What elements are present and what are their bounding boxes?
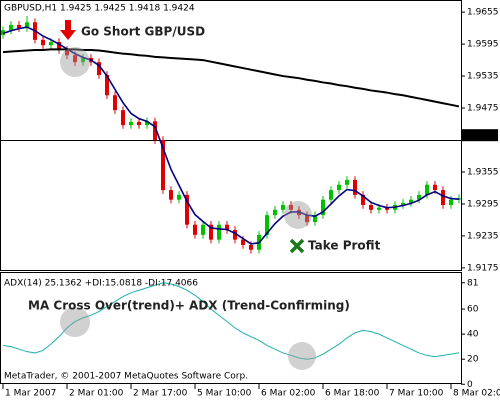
y-tick-label: 1.9655 xyxy=(467,8,499,18)
candle-body xyxy=(281,204,285,210)
y-tick-label: 1.9235 xyxy=(467,231,499,241)
candle-body xyxy=(17,24,21,29)
candle-body xyxy=(9,24,13,31)
y-tick-label: 60 xyxy=(467,305,479,315)
candle-body xyxy=(425,184,429,195)
down-arrow xyxy=(60,20,76,40)
candle-body xyxy=(57,41,61,50)
x-tick-label: 6 Mar 02:00 xyxy=(261,389,316,399)
candle-body xyxy=(449,199,453,205)
candle-body xyxy=(225,224,229,231)
candle-body xyxy=(49,41,53,46)
candle-body xyxy=(113,95,117,111)
candle-body xyxy=(65,49,69,56)
candle-body xyxy=(433,184,437,191)
candle-body xyxy=(353,179,357,195)
current-price-box xyxy=(462,129,498,142)
footer: MetaTrader, © 2001-2007 MetaQuotes Softw… xyxy=(4,372,248,382)
candle-body xyxy=(273,209,277,216)
highlight xyxy=(288,342,316,370)
candle-body xyxy=(153,121,157,140)
annotation: Go Short GBP/USD xyxy=(81,25,205,39)
candle-body xyxy=(105,74,109,96)
candle-body xyxy=(97,62,101,75)
candle-body xyxy=(361,194,365,205)
line xyxy=(2,26,460,245)
y-tick-label: 20 xyxy=(467,355,479,365)
candle-body xyxy=(193,224,197,235)
indicator-title: ADX(14) 25.1362 +DI:15.0818 -DI:17.4066 xyxy=(4,279,198,289)
candle-body xyxy=(121,110,125,126)
x-tick-label: 8 Mar 02:00 xyxy=(453,389,500,399)
candle-body xyxy=(377,207,381,210)
candle-body xyxy=(401,202,405,205)
candle-body xyxy=(337,184,341,191)
x-tick-label: 2 Mar 01:00 xyxy=(69,389,124,399)
candle-body xyxy=(329,190,333,200)
x-tick-label: 2 Mar 17:00 xyxy=(133,389,188,399)
line xyxy=(2,282,460,360)
current-price-label: 1.9424 xyxy=(465,131,497,141)
price-panel xyxy=(0,0,462,271)
candle-body xyxy=(369,204,373,210)
candle-body xyxy=(305,215,309,223)
highlight xyxy=(284,201,312,229)
candle-body xyxy=(217,224,221,240)
annotation: MA Cross Over(trend)+ ADX (Trend-Confirm… xyxy=(28,299,350,313)
candle-body xyxy=(441,190,445,205)
x-tick-label: 6 Mar 18:00 xyxy=(325,389,380,399)
candle-body xyxy=(313,215,317,223)
y-tick-label: 81 xyxy=(467,278,478,288)
highlight xyxy=(60,307,90,337)
y-tick-label: 1.9535 xyxy=(467,72,499,82)
y-tick-label: 1.9475 xyxy=(467,104,499,114)
annotation: Take Profit xyxy=(308,239,381,253)
candle-body xyxy=(25,22,29,29)
candle-body xyxy=(249,244,253,250)
candle-body xyxy=(161,139,165,191)
candle-body xyxy=(41,39,45,46)
candle-body xyxy=(137,121,141,126)
candle-body xyxy=(385,207,389,210)
check-mark xyxy=(289,238,305,254)
marks: 1.9655 1.9595 1.9535 1.9475 1.9355 1.9295 1.92… xyxy=(1,8,500,399)
highlight xyxy=(60,47,90,77)
candle-body xyxy=(81,57,85,63)
candle-body xyxy=(73,55,77,63)
candle-body xyxy=(241,239,245,245)
candle-body xyxy=(233,230,237,240)
candle-body xyxy=(417,194,421,200)
candle-body xyxy=(129,121,133,126)
candle-body xyxy=(185,194,189,225)
x-tick-label: 7 Mar 10:00 xyxy=(389,389,444,399)
y-tick-label: 1.9355 xyxy=(467,167,499,177)
candle-body xyxy=(345,179,349,185)
adx-panel xyxy=(0,272,462,384)
chart-title: GBPUSD,H1 1.9425 1.9425 1.9418 1.9424 xyxy=(4,4,195,14)
candle-body xyxy=(265,215,269,235)
candle-body xyxy=(145,121,149,126)
y-tick-label: 0 xyxy=(467,380,473,390)
y-tick-label: 1.9175 xyxy=(467,263,499,273)
x-tick-label: 5 Mar 10:00 xyxy=(197,389,252,399)
candle-body xyxy=(409,199,413,203)
y-tick-label: 1.9595 xyxy=(467,40,499,50)
candle-body xyxy=(209,224,213,240)
candle-body xyxy=(321,199,325,216)
candle-body xyxy=(201,224,205,235)
line xyxy=(2,48,460,108)
candle-body xyxy=(177,194,181,200)
y-tick-label: 40 xyxy=(467,330,479,340)
y-tick-label: 1.9295 xyxy=(467,199,499,209)
candle-body xyxy=(169,190,173,200)
x-tick-label: 1 Mar 2007 xyxy=(5,389,56,399)
candle-body xyxy=(289,204,293,210)
